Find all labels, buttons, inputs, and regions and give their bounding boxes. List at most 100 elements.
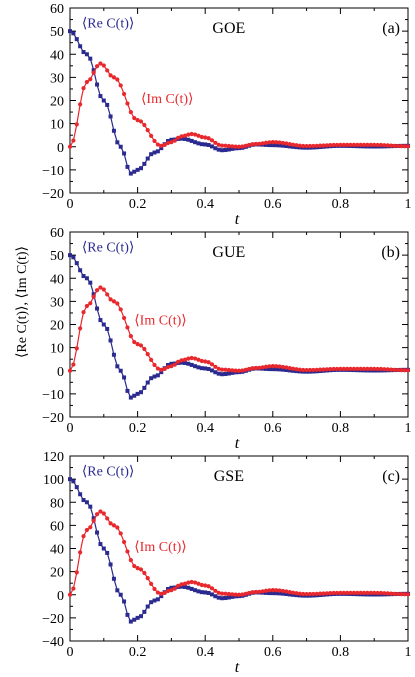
data-point-im <box>169 364 174 369</box>
data-point-re <box>159 146 164 151</box>
data-point-re <box>152 598 157 603</box>
data-point-im <box>196 581 201 586</box>
data-point-im <box>267 140 272 145</box>
data-point-im <box>78 326 83 331</box>
data-point-re <box>84 276 89 281</box>
data-point-im <box>274 140 279 145</box>
data-point-im <box>304 367 309 373</box>
data-point-im <box>135 118 140 123</box>
data-point-re <box>209 368 214 373</box>
data-point-im <box>192 356 198 361</box>
data-point-im <box>209 362 215 367</box>
y-tick-label: 120 <box>43 450 64 465</box>
data-point-im <box>189 131 194 137</box>
data-point-im <box>138 343 144 348</box>
data-point-im <box>71 586 76 591</box>
data-point-im <box>311 591 316 597</box>
data-point-re <box>196 365 201 370</box>
data-point-im <box>94 288 100 293</box>
data-point-im <box>355 590 360 596</box>
data-point-re <box>189 586 194 591</box>
data-point-im <box>378 366 384 372</box>
data-point-im <box>111 523 117 528</box>
data-point-re <box>213 146 218 151</box>
data-point-re <box>189 362 194 367</box>
data-point-re <box>155 149 160 154</box>
data-point-im <box>108 73 113 78</box>
data-point-re <box>135 167 140 172</box>
data-point-im <box>67 144 73 149</box>
data-point-re <box>142 385 147 390</box>
series-line-re <box>69 254 408 399</box>
data-point-im <box>121 315 127 321</box>
data-point-re <box>145 156 150 161</box>
data-point-im <box>341 142 346 147</box>
data-point-re <box>209 592 214 597</box>
data-point-im <box>223 367 228 372</box>
data-point-im <box>304 143 309 149</box>
data-point-im <box>267 364 272 369</box>
data-point-re <box>115 588 120 593</box>
data-point-im <box>247 366 252 372</box>
series-annotation-im: ⟨Im C(t)⟩ <box>134 314 187 329</box>
data-point-im <box>155 590 160 595</box>
data-point-im <box>304 591 309 597</box>
data-point-im <box>260 141 265 146</box>
data-point-im <box>405 592 411 597</box>
x-tick-label: 0.6 <box>264 197 282 212</box>
data-point-re <box>118 144 123 149</box>
data-point-re <box>74 261 79 266</box>
data-point-im <box>270 364 275 369</box>
x-tick-label: 0.2 <box>129 421 147 436</box>
data-point-im <box>297 591 302 596</box>
y-tick-label: −20 <box>42 612 64 627</box>
data-point-re <box>220 372 225 377</box>
data-point-im <box>230 144 235 149</box>
data-point-re <box>95 82 100 87</box>
data-point-im <box>94 512 100 517</box>
data-point-re <box>226 371 231 376</box>
data-point-re <box>223 372 228 377</box>
data-point-re <box>277 591 282 596</box>
data-point-im <box>121 91 127 97</box>
data-point-im <box>149 357 154 362</box>
data-point-im <box>135 342 140 347</box>
series-line-im <box>69 62 408 148</box>
data-point-re <box>132 169 137 174</box>
data-point-im <box>196 133 201 138</box>
data-point-im <box>84 527 89 533</box>
data-point-im <box>277 140 282 145</box>
data-point-im <box>226 367 231 373</box>
data-point-re <box>280 591 285 596</box>
data-point-re <box>71 31 76 36</box>
data-point-im <box>341 366 346 371</box>
data-point-im <box>196 357 201 362</box>
data-point-im <box>263 588 269 593</box>
data-point-re <box>78 268 83 273</box>
data-point-im <box>152 586 157 592</box>
series-annotation-im: ⟨Im C(t)⟩ <box>134 540 187 555</box>
y-tick-label: −10 <box>42 164 64 179</box>
data-point-im <box>236 368 242 373</box>
data-point-im <box>324 367 329 372</box>
data-point-re <box>91 292 96 297</box>
data-point-re <box>145 380 150 385</box>
data-point-im <box>145 128 150 133</box>
data-point-re <box>206 142 211 147</box>
data-point-im <box>287 365 292 371</box>
data-point-im <box>402 368 407 373</box>
data-point-im <box>290 590 296 595</box>
data-point-im <box>314 591 319 596</box>
data-point-im <box>318 591 323 596</box>
y-tick-label: 40 <box>50 48 64 63</box>
data-point-im <box>98 509 103 514</box>
data-point-im <box>389 591 394 596</box>
data-point-re <box>179 136 184 141</box>
series-line-im <box>69 510 408 596</box>
data-point-re <box>68 477 72 482</box>
data-point-im <box>280 364 286 370</box>
data-point-re <box>91 68 96 73</box>
data-point-im <box>165 588 171 594</box>
data-point-re <box>199 590 204 595</box>
data-point-im <box>176 359 181 364</box>
